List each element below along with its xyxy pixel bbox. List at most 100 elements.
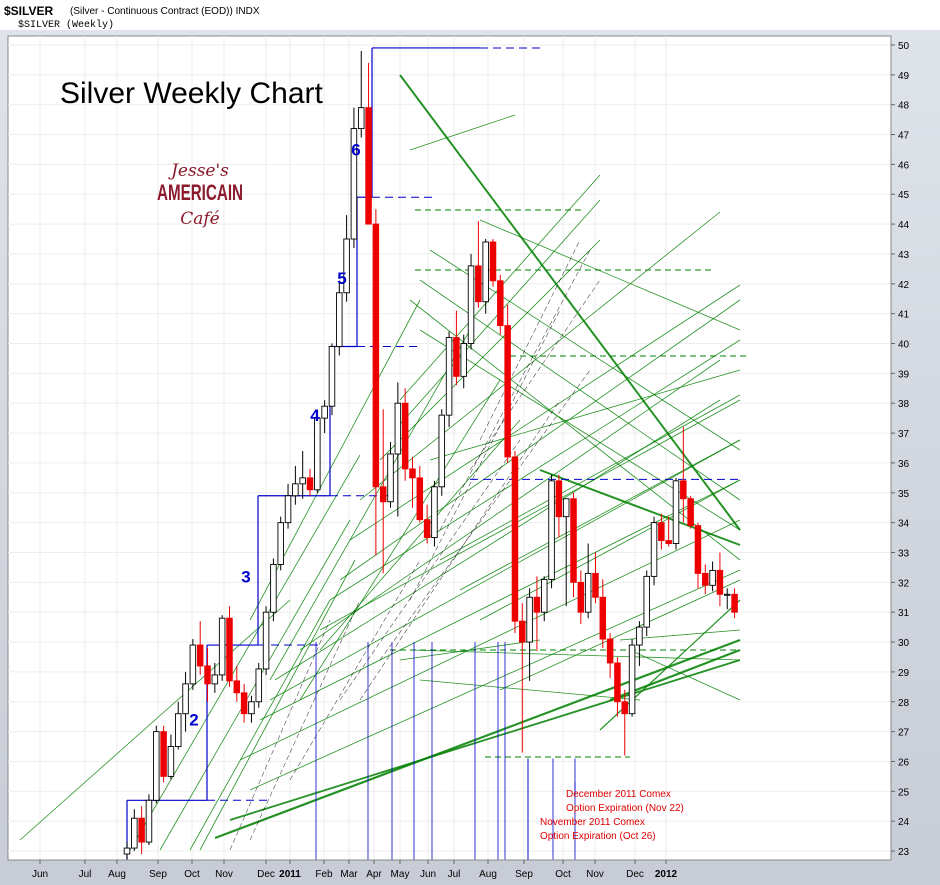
candle-body bbox=[431, 486, 438, 539]
candle-body bbox=[665, 540, 672, 544]
candle-body bbox=[621, 701, 629, 715]
candle-body bbox=[614, 662, 621, 703]
candle-body bbox=[584, 572, 592, 613]
logo-line1: Jesse's bbox=[168, 161, 229, 181]
y-tick-label: 49 bbox=[898, 71, 910, 82]
candle-body bbox=[716, 569, 724, 595]
candle-body bbox=[467, 265, 475, 344]
candle-body bbox=[167, 746, 175, 777]
annotation-nov: November 2011 Comex Option Expiration (O… bbox=[540, 817, 656, 842]
candle-body bbox=[306, 477, 314, 491]
trendline bbox=[429, 369, 741, 461]
dashed-trendline bbox=[439, 249, 591, 531]
candle-body bbox=[475, 265, 482, 303]
candle-body bbox=[606, 638, 614, 664]
x-tick-label: Jul bbox=[79, 869, 92, 880]
wave-label: 4 bbox=[310, 406, 320, 425]
candle-body bbox=[218, 617, 226, 676]
x-tick-label: Dec bbox=[257, 869, 275, 880]
dashed-trendline bbox=[479, 239, 581, 441]
trendline bbox=[159, 519, 351, 851]
dashed-trendline bbox=[469, 279, 601, 471]
candle-body bbox=[570, 498, 577, 583]
wave-label: 6 bbox=[351, 140, 360, 159]
y-tick-label: 38 bbox=[898, 399, 910, 410]
candle-body bbox=[174, 713, 182, 748]
candle-body bbox=[270, 563, 277, 613]
candle-body bbox=[628, 644, 636, 715]
candle-body bbox=[357, 107, 365, 130]
annotation-nov-line1: November 2011 Comex bbox=[540, 817, 645, 828]
trendline bbox=[409, 649, 741, 661]
candle-body bbox=[204, 665, 211, 685]
candle-body bbox=[182, 683, 189, 715]
candle-body bbox=[423, 519, 431, 539]
candle-body bbox=[401, 402, 409, 470]
trendline bbox=[19, 599, 291, 841]
candle-body bbox=[533, 596, 541, 613]
dashed-trendline bbox=[409, 309, 561, 601]
y-tick-label: 28 bbox=[898, 698, 910, 709]
y-tick-label: 32 bbox=[898, 578, 910, 589]
x-tick-label: Dec bbox=[626, 869, 644, 880]
y-tick-label: 24 bbox=[898, 817, 910, 828]
x-tick-label: Aug bbox=[479, 869, 497, 880]
candle-body bbox=[672, 480, 680, 544]
candle-body bbox=[540, 578, 548, 613]
trendline bbox=[419, 679, 641, 701]
x-tick-label: Mar bbox=[340, 869, 358, 880]
candle-body bbox=[416, 477, 424, 521]
y-tick-label: 34 bbox=[898, 519, 910, 530]
candle-body bbox=[292, 483, 299, 497]
x-tick-label: Aug bbox=[108, 869, 126, 880]
candle-body bbox=[372, 223, 380, 488]
candle-body bbox=[636, 626, 643, 646]
x-tick-label: Jul bbox=[448, 869, 461, 880]
candle-body bbox=[504, 325, 511, 458]
candle-body bbox=[577, 581, 585, 613]
candle-body bbox=[343, 238, 350, 294]
trendline bbox=[419, 329, 741, 531]
trendline bbox=[539, 469, 741, 546]
annotation-dec-line2: Option Expiration (Nov 22) bbox=[566, 803, 684, 814]
candle-body bbox=[680, 480, 687, 500]
candle-body bbox=[694, 525, 702, 574]
candle-body bbox=[336, 292, 343, 347]
candle-body bbox=[153, 731, 160, 801]
candle-body bbox=[314, 417, 321, 491]
y-tick-label: 47 bbox=[898, 131, 910, 142]
wave-label: 5 bbox=[337, 269, 346, 288]
x-tick-label: May bbox=[391, 869, 410, 880]
candle-body bbox=[702, 572, 709, 586]
candle-body bbox=[248, 701, 255, 715]
trendline bbox=[214, 638, 741, 840]
plot-area bbox=[7, 35, 892, 861]
x-tick-label: Feb bbox=[315, 869, 333, 880]
y-tick-label: 43 bbox=[898, 250, 910, 261]
trendline bbox=[319, 419, 521, 651]
cafe-logo: Jesse's AMERICAIN Café bbox=[157, 161, 243, 229]
y-axis: 23 24 25 26 27 28 29 30 31 32 33 34 35 36 37 38 39 40 41 42… bbox=[890, 36, 910, 860]
candle-body bbox=[160, 731, 167, 777]
trendline bbox=[429, 249, 741, 451]
candle-body bbox=[460, 343, 467, 377]
trendline bbox=[319, 399, 741, 631]
candle-body bbox=[284, 495, 292, 524]
x-tick-label: Jun bbox=[32, 869, 48, 880]
y-tick-label: 36 bbox=[898, 459, 910, 470]
x-tick-label: 2011 bbox=[279, 869, 301, 880]
dashed-trendline bbox=[289, 559, 421, 781]
candle-body bbox=[555, 480, 563, 518]
candle-body bbox=[731, 593, 738, 613]
y-tick-label: 45 bbox=[898, 190, 910, 201]
candle-body bbox=[211, 674, 219, 685]
candle-body bbox=[548, 480, 555, 580]
candle-body bbox=[299, 477, 306, 485]
trendline bbox=[629, 649, 741, 701]
candle-body bbox=[599, 596, 607, 640]
candles bbox=[123, 50, 738, 860]
y-tick-label: 48 bbox=[898, 101, 910, 112]
candle-body bbox=[526, 596, 533, 643]
candle-body bbox=[592, 572, 599, 598]
